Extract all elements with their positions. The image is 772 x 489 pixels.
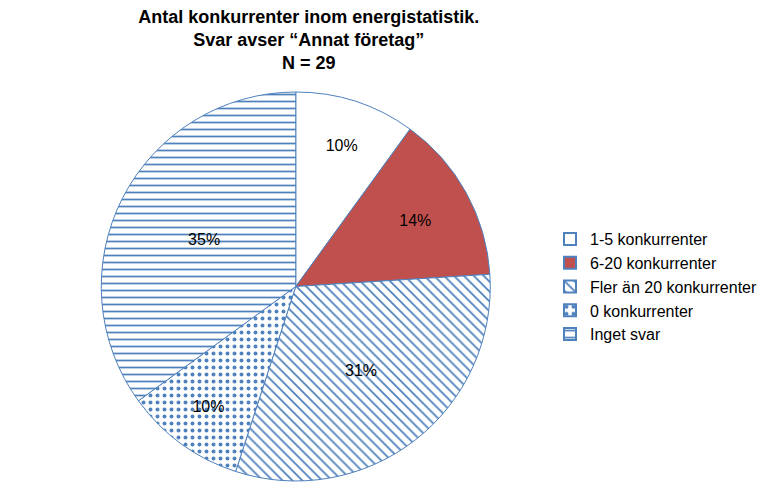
svg-text:Inget svar: Inget svar <box>590 326 661 343</box>
svg-text:Antal konkurrenter inom energi: Antal konkurrenter inom energistatistik.… <box>138 7 479 74</box>
svg-text:31%: 31% <box>345 362 377 379</box>
svg-text:14%: 14% <box>399 212 431 229</box>
svg-text:10%: 10% <box>326 137 358 154</box>
svg-text:1-5 konkurrenter: 1-5 konkurrenter <box>590 231 708 248</box>
svg-text:6-20 konkurrenter: 6-20 konkurrenter <box>590 255 717 272</box>
svg-text:0 konkurrenter: 0 konkurrenter <box>590 303 694 320</box>
svg-text:Fler än 20 konkurrenter: Fler än 20 konkurrenter <box>590 279 757 296</box>
svg-text:10%: 10% <box>192 398 224 415</box>
svg-text:35%: 35% <box>188 231 220 248</box>
